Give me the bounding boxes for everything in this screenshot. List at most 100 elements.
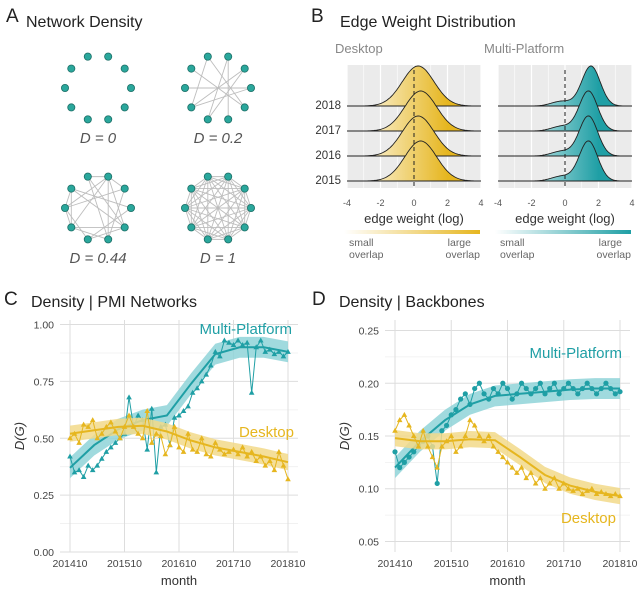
data-point — [570, 487, 576, 493]
network-node — [224, 172, 233, 181]
data-point — [504, 385, 511, 392]
x-axis-label: edge weight (log) — [364, 211, 464, 226]
data-point — [439, 443, 445, 449]
trend-line — [394, 387, 620, 469]
network-edge — [107, 188, 126, 240]
data-point — [248, 448, 255, 454]
year-label: 2016 — [315, 150, 341, 162]
panel-c-title: Density | PMI Networks — [31, 294, 197, 311]
data-point — [476, 433, 483, 438]
data-point — [425, 443, 431, 449]
data-point — [392, 449, 398, 455]
network-edge — [207, 56, 246, 108]
year-label: 2017 — [315, 125, 341, 137]
data-point — [203, 371, 210, 377]
data-point — [415, 443, 422, 449]
data-point — [500, 380, 506, 386]
network-node — [187, 103, 196, 112]
x-tick-label: -4 — [494, 198, 502, 208]
network-node — [83, 52, 92, 61]
y-tick-label: 0.05 — [359, 536, 380, 548]
network-edge — [107, 176, 126, 228]
data-point — [180, 407, 187, 413]
data-point — [189, 446, 196, 452]
data-point — [472, 385, 478, 392]
data-point — [108, 419, 114, 425]
network-node — [67, 103, 76, 112]
data-point — [514, 469, 520, 475]
legend-gradient-bar — [344, 230, 480, 234]
data-point — [410, 433, 417, 438]
x-tick-label: 201710 — [546, 558, 581, 570]
data-point — [162, 451, 169, 457]
panel-a: A Network Density D = 0 D = 0.2 D = 0.44 D … — [6, 6, 255, 267]
data-point — [148, 405, 155, 411]
data-point — [112, 428, 119, 434]
confidence-band — [395, 430, 620, 505]
network-edge — [191, 68, 245, 108]
x-tick-label: 201410 — [52, 558, 87, 570]
y-tick-label: 0.50 — [34, 433, 55, 445]
data-point — [481, 438, 487, 444]
network-node — [203, 235, 212, 244]
data-point — [217, 353, 223, 359]
data-point — [276, 448, 282, 454]
data-point — [537, 475, 544, 481]
network-edge — [184, 176, 209, 209]
data-point — [112, 439, 119, 445]
data-point — [167, 442, 173, 448]
data-point — [434, 480, 440, 487]
data-point — [271, 467, 278, 473]
data-point — [203, 451, 210, 457]
panel-c-letter: C — [4, 289, 18, 310]
data-point — [589, 485, 595, 491]
data-point — [126, 394, 132, 400]
data-point — [98, 455, 105, 461]
y-axis-label: D(G) — [12, 422, 27, 450]
legend-right-label: overlap — [597, 249, 632, 261]
y-tick-label: 0.25 — [359, 326, 380, 338]
x-axis-label: month — [489, 573, 525, 588]
data-point — [603, 380, 609, 386]
network-node — [83, 172, 92, 181]
network-edge — [184, 176, 229, 209]
data-point — [153, 469, 160, 475]
data-point — [94, 435, 101, 441]
data-point — [103, 448, 110, 454]
data-point — [401, 459, 407, 465]
legend-left-label: small — [349, 237, 374, 249]
density-label: D = 0.2 — [194, 130, 243, 147]
data-point — [500, 454, 506, 460]
network-node — [120, 184, 129, 193]
data-point — [253, 458, 260, 464]
data-point — [593, 391, 600, 397]
data-point — [226, 448, 232, 454]
legend-gradient-bar — [495, 230, 631, 234]
network-edge — [207, 207, 252, 240]
data-point — [542, 485, 548, 491]
data-point — [458, 396, 464, 402]
network-node — [104, 115, 113, 124]
data-point — [248, 389, 255, 395]
x-tick-label: 201810 — [602, 558, 637, 570]
data-point — [406, 422, 412, 428]
data-point — [467, 417, 473, 423]
network-node — [104, 172, 113, 181]
data-point — [76, 439, 82, 445]
data-point — [453, 407, 459, 413]
network-graph: D = 0.44 — [61, 172, 136, 267]
data-point — [267, 458, 273, 464]
network-node — [120, 103, 129, 112]
data-point — [392, 427, 398, 433]
network-edge — [190, 56, 209, 108]
x-tick-label: 201610 — [161, 558, 196, 570]
panel-b-title: Edge Weight Distribution — [340, 14, 516, 31]
panel-b: B Edge Weight Distribution Desktop -4 -2 0 2… — [311, 6, 635, 261]
series-label: Multi-Platform — [199, 321, 292, 338]
network-node — [67, 223, 76, 232]
data-point — [518, 464, 525, 470]
data-point — [504, 459, 511, 465]
network-edge — [207, 176, 245, 190]
network-edge — [190, 188, 209, 240]
